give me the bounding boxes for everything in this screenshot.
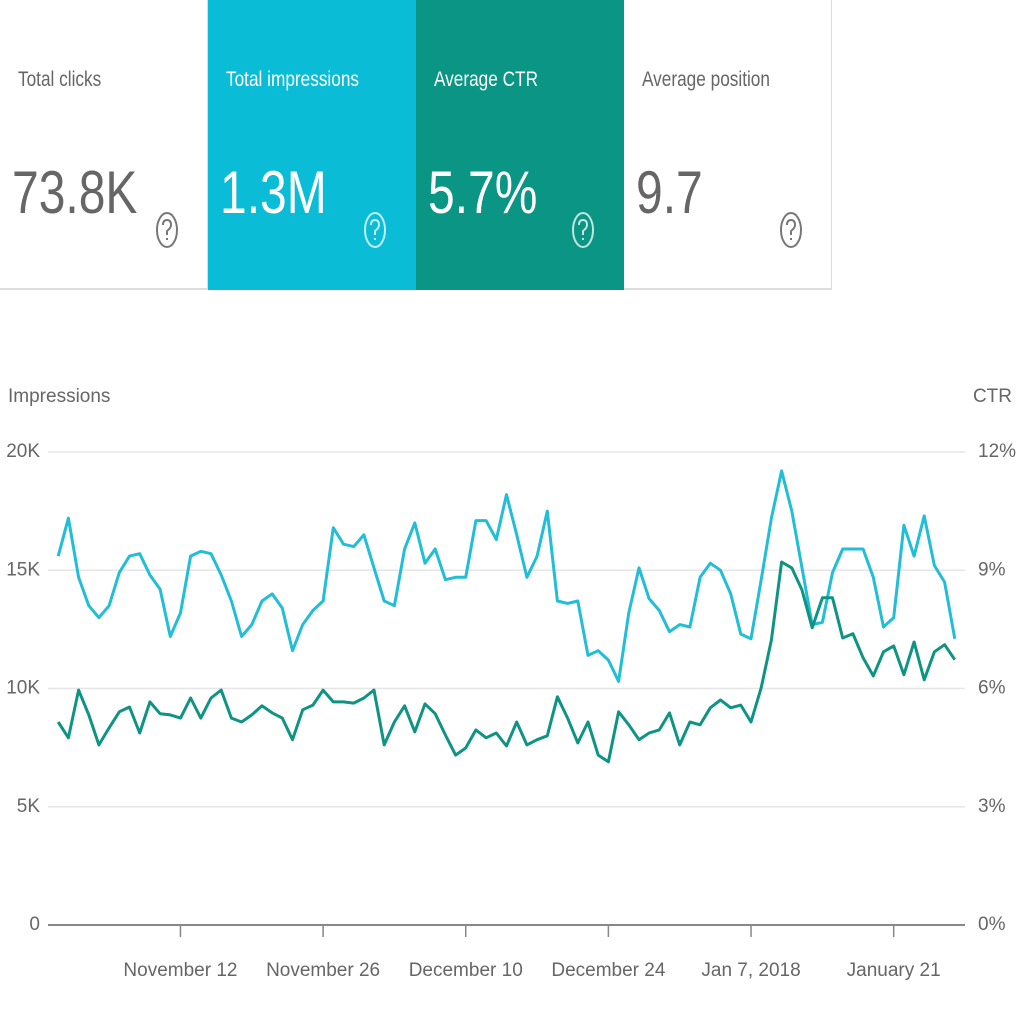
help-icon-mark <box>786 218 797 240</box>
card-title: Total clicks <box>18 68 102 91</box>
metric-cards: Total clicks 73.8K Total impressions 1.3M Av… <box>0 0 832 290</box>
y2-tick-label: 6% <box>978 678 1006 699</box>
x-tick-label: November 12 <box>123 960 237 981</box>
card-value: 5.7% <box>428 159 538 226</box>
metric-card: Total clicks 73.8K <box>0 0 208 290</box>
help-icon-ring <box>364 212 386 248</box>
card-value: 73.8K <box>12 159 138 226</box>
y-tick-label: 20K <box>6 441 40 462</box>
card-title: Average CTR <box>434 68 539 91</box>
metric-card: Average position 9.7 <box>624 0 832 290</box>
y2-axis-title: CTR <box>973 386 1012 407</box>
x-tick-label: January 21 <box>847 960 941 981</box>
help-icon-mark <box>370 218 381 240</box>
y2-tick-label: 9% <box>978 559 1006 580</box>
chart: Impressions CTR 0 5K 10K 15K 20K 0% 3% 6% 9% 12% Nov… <box>6 386 1016 981</box>
help-icon-ring <box>780 212 802 248</box>
help-icon-mark <box>162 218 173 240</box>
y-tick-label: 0 <box>29 914 40 935</box>
help-icon <box>364 212 386 248</box>
help-icon <box>156 212 178 248</box>
series-line <box>56 469 957 683</box>
card-value: 9.7 <box>636 159 703 226</box>
help-icon-ring <box>572 212 594 248</box>
y-axis-title: Impressions <box>8 386 110 407</box>
y-tick-label: 15K <box>6 559 40 580</box>
x-tick-label: Jan 7, 2018 <box>701 960 800 981</box>
help-icon <box>572 212 594 248</box>
x-tick-label: November 26 <box>266 960 380 981</box>
y2-tick-label: 3% <box>978 796 1006 817</box>
help-icon-ring <box>156 212 178 248</box>
card-value: 1.3M <box>220 159 327 226</box>
x-tick-label: December 24 <box>551 960 665 981</box>
series-line <box>56 560 957 764</box>
metric-card: Average CTR 5.7% <box>416 0 624 290</box>
y2-tick-label: 12% <box>978 441 1016 462</box>
y-tick-label: 5K <box>17 796 41 817</box>
y-tick-label: 10K <box>6 678 40 699</box>
y2-tick-label: 0% <box>978 914 1006 935</box>
x-tick-label: December 10 <box>409 960 523 981</box>
help-icon <box>780 212 802 248</box>
metric-card: Total impressions 1.3M <box>208 0 416 290</box>
card-title: Total impressions <box>226 68 360 91</box>
card-title: Average position <box>642 68 770 91</box>
help-icon-mark <box>578 218 589 240</box>
